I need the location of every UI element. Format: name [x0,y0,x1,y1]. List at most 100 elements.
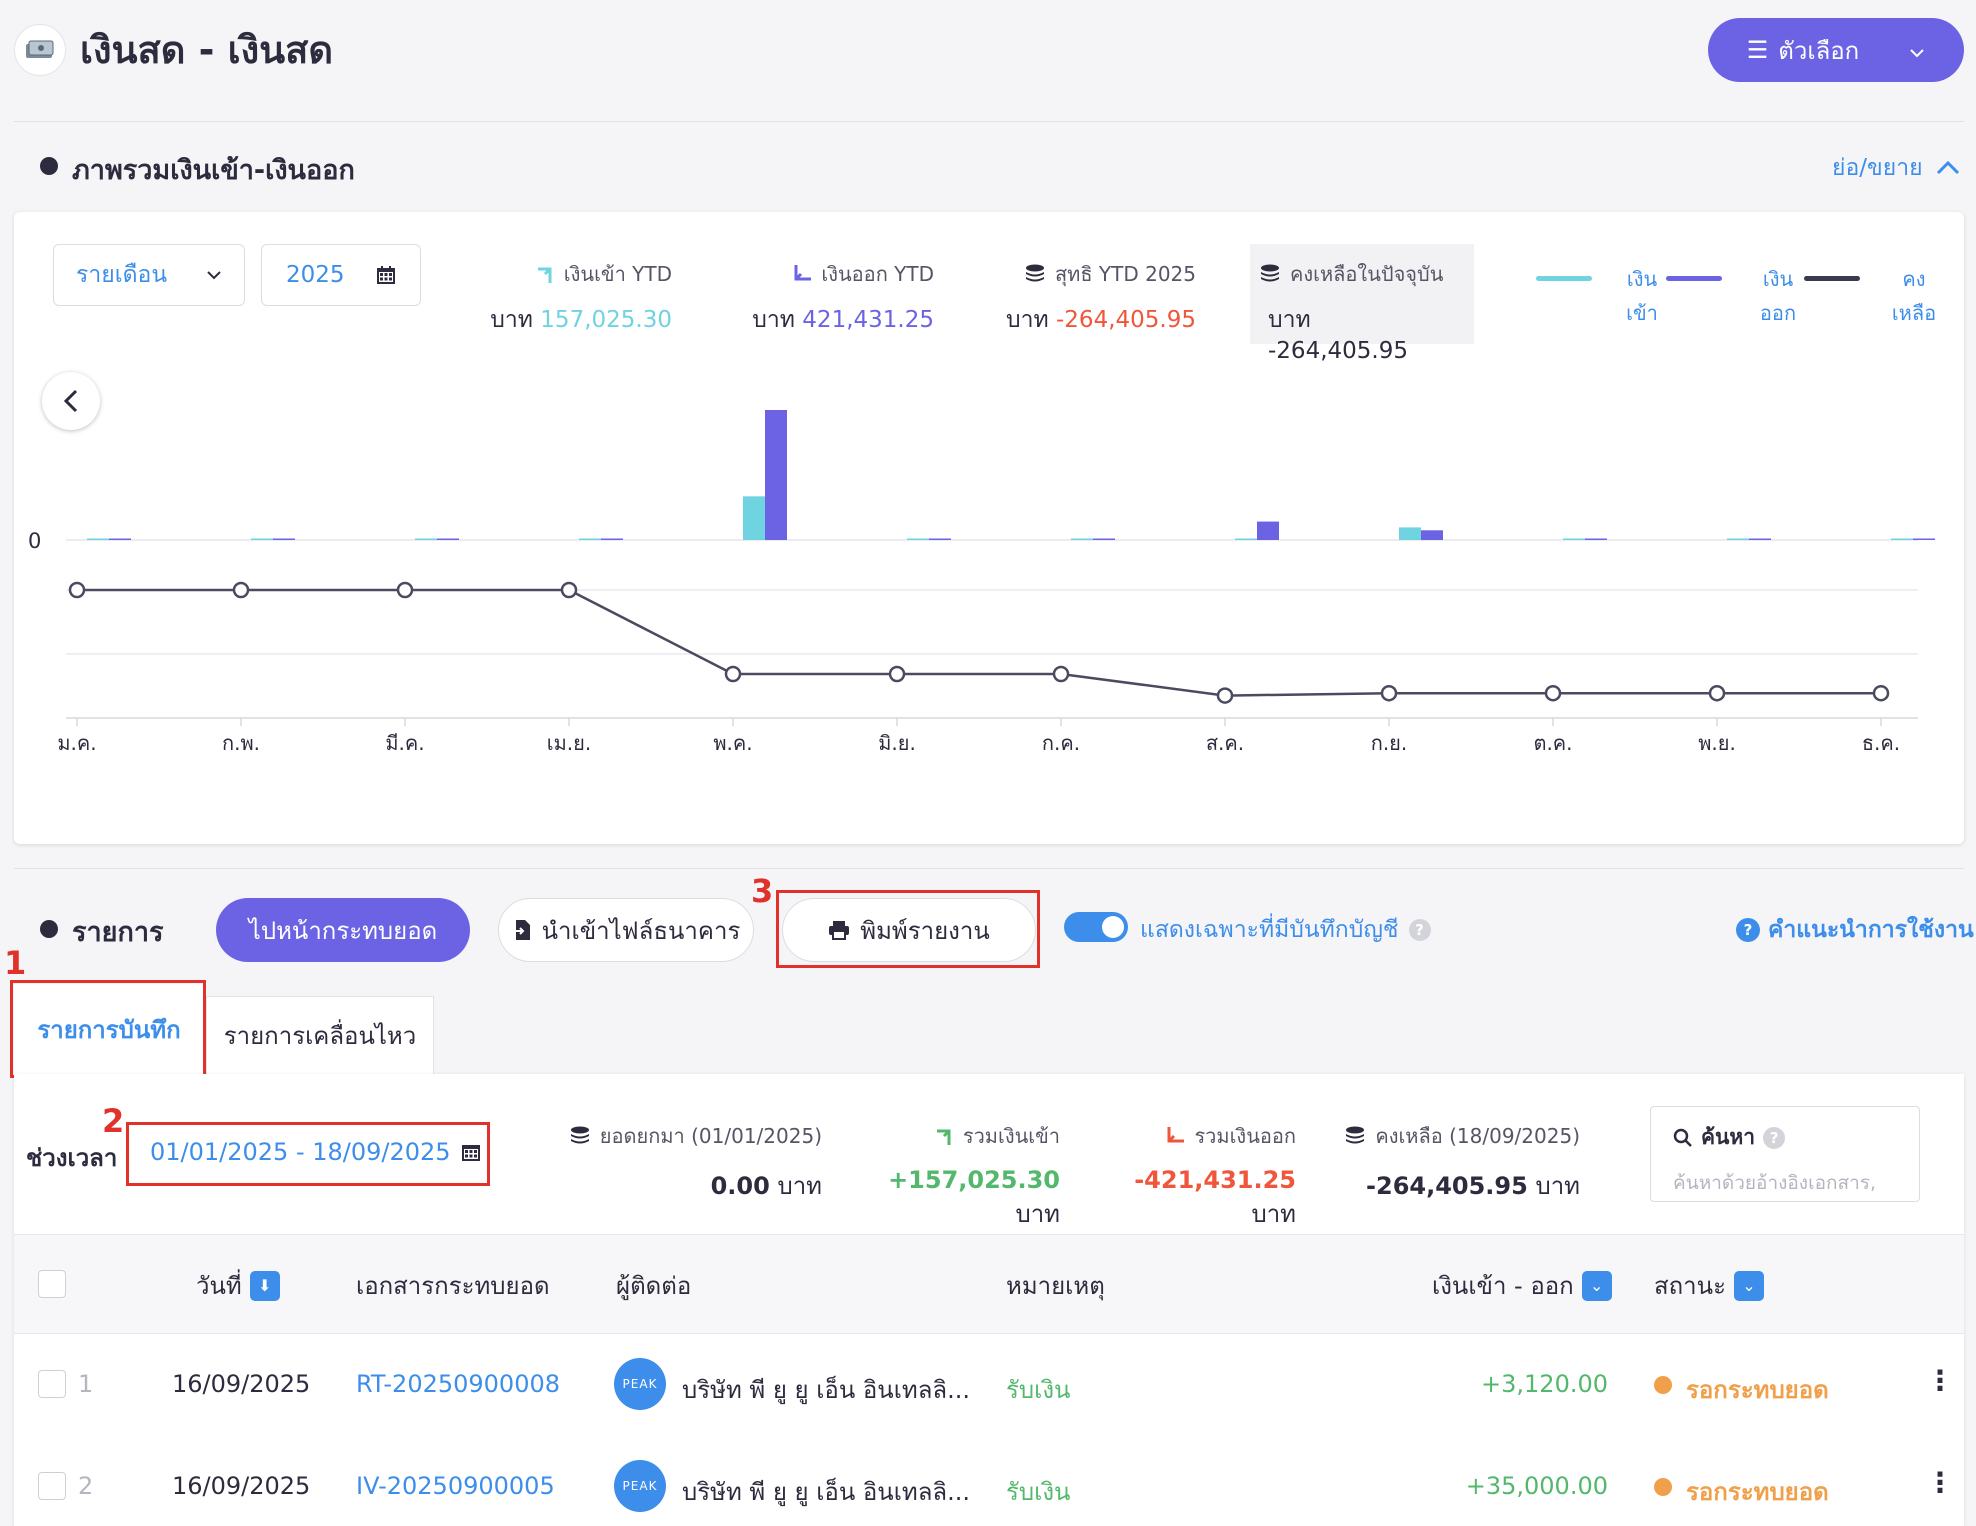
help-icon[interactable]: ? [1763,1126,1786,1149]
table-header-border [14,1333,1964,1334]
year-picker[interactable]: 2025 [261,244,421,306]
balance-point [560,581,578,599]
kpi-net-label: สุทธิ YTD 2025 [1054,262,1196,286]
x-tick-label: พ.ย. [1698,731,1736,755]
balance-point [1708,684,1726,702]
annotation-marker-1: 1 [4,944,27,982]
usage-guide-link[interactable]: ? คำแนะนำการใช้งาน [1736,912,1974,948]
period-select[interactable]: รายเดือน [53,244,245,306]
usage-guide-label: คำแนะนำการใช้งาน [1768,917,1974,943]
import-bank-file-button[interactable]: นำเข้าไฟล์ธนาคาร [498,898,754,962]
balance-point [1216,687,1234,704]
options-button[interactable]: ☰ ตัวเลือก [1708,18,1964,82]
x-tick-label: ม.ค. [57,731,96,755]
printer-icon [829,921,850,940]
row-note: รับเงิน [1006,1478,1071,1506]
col-amount: เงินเข้า - ออก ⌄ [1432,1266,1612,1305]
arrow-in-icon [936,1129,951,1145]
annotation-box-2 [126,1122,490,1186]
x-tick-label: มิ.ย. [878,731,916,755]
col-document: เอกสารกระทบยอด [356,1272,550,1300]
chevron-down-icon [1909,36,1925,64]
select-all-checkbox[interactable] [38,1270,66,1298]
table-top-border [14,1234,1964,1235]
kpi-out-currency: บาท [752,307,795,333]
balance-point [1380,684,1398,702]
chart-prev-button[interactable] [42,372,100,430]
only-posted-toggle[interactable] [1064,912,1128,942]
x-tick-label: ต.ค. [1533,731,1572,755]
print-label: พิมพ์รายงาน [860,916,990,945]
legend-out[interactable]: เงินออก [1759,267,1797,325]
bar-cash-in [1891,538,1913,540]
tab-records[interactable]: รายการบันทึก [14,984,204,1074]
bar-cash-in [251,538,273,540]
chevron-left-icon [63,389,78,413]
sort-down-icon[interactable]: ⬇ [249,1270,280,1301]
total-out-label: รวมเงินออก [1194,1124,1296,1148]
total-in-label: รวมเงินเข้า [962,1124,1060,1148]
row-date: 16/09/2025 [172,1472,311,1500]
row-document-link[interactable]: RT-20250900008 [356,1370,561,1398]
bar-cash-out [1585,538,1607,540]
search-input[interactable]: ค้นหาด้วยอ้างอิงเอกสาร, [1673,1172,1876,1194]
more-vertical-icon[interactable]: ⋮ [1926,1364,1954,1397]
legend-in[interactable]: เงินเข้า [1626,267,1658,325]
section-divider [14,868,1964,869]
kpi-in-currency: บาท [490,307,533,333]
bar-cash-out [1913,538,1935,540]
kpi-net: สุทธิ YTD 2025 บาท -264,405.95 [980,258,1196,338]
import-label: นำเข้าไฟล์ธนาคาร [541,916,741,945]
chevron-down-icon [207,271,221,280]
bar-cash-out [601,538,623,540]
help-icon[interactable]: ? [1408,919,1431,941]
row-checkbox[interactable] [38,1370,66,1398]
reconcile-button[interactable]: ไปหน้ากระทบยอด [216,898,470,962]
bar-cash-out [1093,538,1115,540]
row-document-link[interactable]: IV-20250900005 [356,1472,555,1500]
x-tick-label: ธ.ค. [1862,731,1900,755]
chevron-down-icon[interactable]: ⌄ [1581,1270,1612,1301]
toggle-knob [1102,916,1124,938]
balance-point [232,581,250,599]
closing-value: -264,405.95 [1366,1172,1528,1200]
row-status: รอกระทบยอด [1686,1376,1829,1404]
period-range-picker[interactable]: 01/01/2025 - 18/09/2025 [150,1138,481,1166]
bar-cash-in [1727,538,1749,540]
collapse-toggle[interactable]: ย่อ/ขยาย [1832,150,1961,186]
row-contact: บริษัท พี ยู ยู เอ็น อินเทลลิ... [682,1376,971,1404]
tab-movements[interactable]: รายการเคลื่อนไหว [206,996,434,1074]
legend-balance[interactable]: คงเหลือ [1891,267,1937,325]
bar-cash-in [87,538,109,540]
currency-label: บาท [1535,1172,1580,1200]
row-amount: +35,000.00 [1465,1472,1608,1500]
summary-closing: คงเหลือ (18/09/2025) -264,405.95 บาท [1330,1120,1580,1205]
balance-line [77,588,1881,697]
balance-point [888,665,906,683]
kpi-balance: คงเหลือในปัจจุบัน บาท -264,405.95 [1258,258,1450,364]
more-vertical-icon[interactable]: ⋮ [1926,1466,1954,1499]
section-bullet [40,157,58,175]
kpi-net-value: -264,405.95 [1056,307,1196,333]
balance-point [1544,684,1562,702]
total-out-value: -421,431.25 [1134,1166,1296,1194]
overview-title: ภาพรวมเงินเข้า-เงินออก [72,155,355,186]
x-tick-label: ก.ค. [1042,731,1080,755]
annotation-marker-3: 3 [751,872,774,910]
bar-cash-in [1071,538,1093,540]
kpi-in-label: เงินเข้า YTD [563,262,672,286]
kpi-bal-label: คงเหลือในปัจจุบัน [1290,262,1444,286]
row-checkbox[interactable] [38,1472,66,1500]
total-in-value: +157,025.30 [888,1166,1060,1194]
bar-cash-in [1563,538,1585,540]
balance-point [68,581,86,599]
print-report-button[interactable]: พิมพ์รายงาน [782,898,1036,962]
balance-point [1052,665,1070,683]
col-status-label: สถานะ [1654,1272,1726,1300]
coins-icon [1261,264,1279,282]
chevron-down-icon[interactable]: ⌄ [1733,1270,1764,1301]
bar-cash-out [765,410,787,540]
search-box[interactable]: ค้นหา ? ค้นหาด้วยอ้างอิงเอกสาร, [1650,1106,1920,1202]
bar-cash-in [743,496,765,540]
arrow-out-icon [794,265,812,281]
